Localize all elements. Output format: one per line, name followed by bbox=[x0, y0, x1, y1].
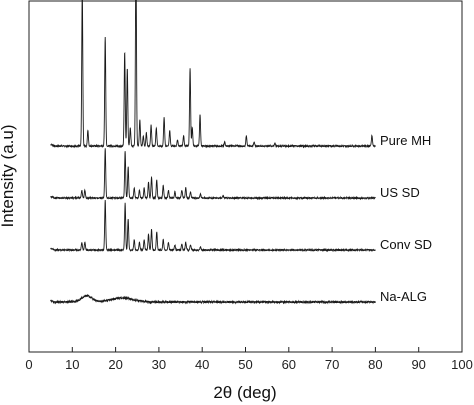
x-tick-label: 50 bbox=[238, 357, 252, 372]
x-tick-label: 100 bbox=[451, 357, 473, 372]
series-label: Pure MH bbox=[380, 133, 431, 148]
series-label-group: Pure MH US SD Conv SD Na-ALG bbox=[380, 133, 432, 304]
series-label: Conv SD bbox=[380, 237, 432, 252]
x-tick-label: 60 bbox=[282, 357, 296, 372]
x-tick-label: 20 bbox=[108, 357, 122, 372]
series-label: US SD bbox=[380, 185, 420, 200]
x-tick-label: 70 bbox=[325, 357, 339, 372]
series-trace-us-sd bbox=[50, 148, 376, 201]
x-axis-title: 2θ (deg) bbox=[213, 383, 276, 402]
series-trace-na-alg bbox=[50, 293, 376, 305]
x-tick-label: 30 bbox=[152, 357, 166, 372]
x-axis-ticks: 0 10 20 30 40 50 60 70 80 90 100 bbox=[25, 347, 473, 372]
x-tick-label: 90 bbox=[411, 357, 425, 372]
x-tick-label: 40 bbox=[195, 357, 209, 372]
x-tick-label: 80 bbox=[368, 357, 382, 372]
y-axis-title: Intensity (a.u) bbox=[0, 125, 17, 228]
x-tick-label: 10 bbox=[65, 357, 79, 372]
x-tick-label: 0 bbox=[25, 357, 32, 372]
series-trace-conv-sd bbox=[50, 200, 376, 253]
trace-group bbox=[50, 0, 376, 305]
series-label: Na-ALG bbox=[380, 289, 427, 304]
series-trace-pure-mh bbox=[50, 0, 376, 149]
